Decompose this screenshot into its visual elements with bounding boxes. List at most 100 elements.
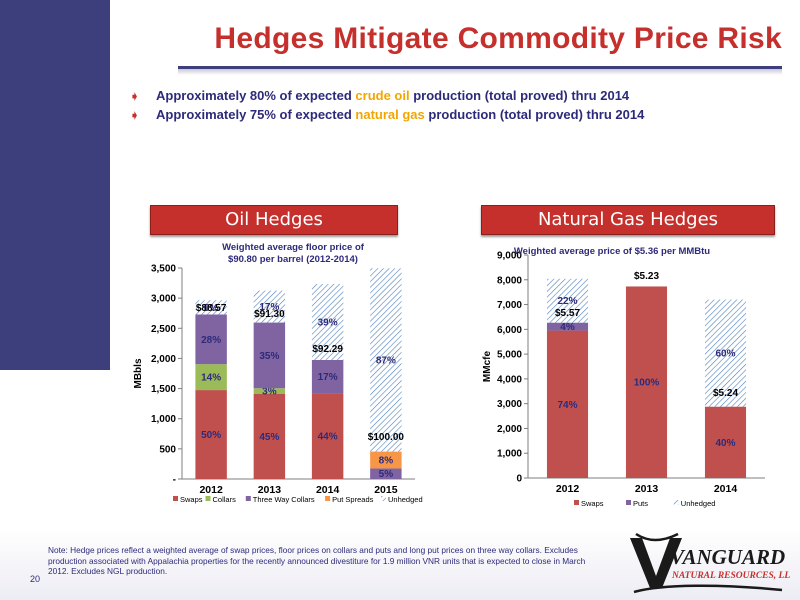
- bar-three-way-collars: [370, 468, 402, 479]
- bar-swaps: [625, 286, 668, 478]
- logo-name: VANGUARD: [670, 545, 785, 569]
- bar-swaps: [311, 393, 344, 479]
- title-shadow: [178, 69, 782, 75]
- bullet-highlight: natural gas: [355, 107, 425, 122]
- bar-data-label: 60%: [715, 349, 735, 360]
- y-tick-label: 9,000: [497, 251, 522, 262]
- price-label: $5.24: [713, 388, 738, 399]
- bar-data-label: 22%: [557, 296, 577, 307]
- x-tick-label: 2014: [714, 483, 738, 495]
- page-number: 20: [30, 574, 41, 584]
- y-tick-label: 6,000: [497, 325, 522, 336]
- bar-data-label: 50%: [201, 430, 221, 441]
- price-label: $88.57: [196, 303, 227, 314]
- bar-data-label: 5%: [379, 469, 394, 480]
- legend-entry: Swaps: [180, 495, 203, 504]
- bullet-text: Approximately 75% of expected: [156, 107, 356, 122]
- vanguard-logo: VANGUARD NATURAL RESOURCES, LLC: [630, 532, 790, 594]
- bar-swaps: [195, 390, 227, 479]
- chart-subtitle: Weighted average floor price of: [222, 242, 365, 253]
- legend-swatch: [245, 496, 251, 501]
- bar-unhedged: [704, 299, 747, 407]
- legend-swatch: [574, 500, 579, 505]
- footnote: Note: Hedge prices reflect a weighted av…: [48, 545, 586, 576]
- bullet-highlight: crude oil: [355, 88, 410, 103]
- legend-swatch: [173, 496, 178, 501]
- chart-subtitle: Weighted average price of $5.36 per MMBt…: [514, 246, 710, 257]
- chart-subtitle: $90.80 per barrel (2012-2014): [228, 254, 358, 265]
- bar-swaps: [704, 406, 747, 478]
- bar-unhedged: [311, 283, 344, 360]
- y-tick-label: 4,000: [497, 374, 522, 385]
- bullet-text: Approximately 80% of expected: [156, 88, 356, 103]
- y-tick-label: 5,000: [497, 350, 522, 361]
- gas-hedges-chart: 0 1,000 2,000 3,000 4,000 5,000 6,000 7,000 8,00…: [482, 246, 765, 508]
- bullet-text: production (total proved) thru 2014: [409, 88, 630, 103]
- y-axis-label: MBbls: [133, 358, 144, 388]
- bar-data-label: 100%: [634, 378, 660, 389]
- y-axis-label: MMcfe: [482, 351, 493, 383]
- y-tick-label: 0: [516, 474, 522, 485]
- bar-data-label: 8%: [379, 456, 394, 467]
- bar-unhedged: [546, 278, 589, 323]
- bar-put-spreads: [370, 451, 402, 469]
- bar-three-way-collars: [311, 359, 344, 394]
- bar-unhedged: [195, 300, 227, 315]
- x-tick-label: 2015: [374, 484, 398, 496]
- price-label: $91.30: [254, 309, 285, 320]
- bar-data-label: 40%: [715, 438, 735, 449]
- bar-data-label: 45%: [259, 432, 279, 443]
- bar-puts: [546, 322, 589, 331]
- left-accent-bar: [0, 0, 110, 370]
- page-title: Hedges Mitigate Commodity Price Risk: [214, 22, 782, 55]
- x-tick-label: 2012: [199, 484, 223, 496]
- gas-hedges-heading: Natural Gas Hedges: [481, 205, 775, 235]
- price-label: $100.00: [368, 432, 405, 443]
- y-tick-label: 1,000: [151, 414, 176, 425]
- title-area: [110, 0, 800, 75]
- y-tick-label: 1,500: [151, 384, 176, 395]
- bar-data-label: 17%: [259, 302, 279, 313]
- y-tick-label: 500: [159, 444, 176, 455]
- x-tick-label: 2013: [258, 484, 282, 496]
- bar-data-label: 74%: [557, 400, 577, 411]
- bar-data-label: 17%: [318, 372, 338, 383]
- bar-data-label: 8%: [204, 303, 219, 314]
- legend-swatch: [673, 500, 679, 505]
- bar-data-label: 35%: [259, 351, 279, 362]
- bar-collars: [253, 388, 286, 394]
- x-tick-label: 2012: [556, 483, 580, 495]
- bar-data-label: 4%: [560, 322, 575, 333]
- price-label: $92.29: [312, 344, 343, 355]
- bar-data-label: 28%: [201, 335, 221, 346]
- price-label: $5.57: [555, 308, 580, 319]
- y-tick-label: 2,500: [151, 324, 176, 335]
- bar-data-label: 87%: [376, 355, 396, 366]
- bar-data-label: 39%: [318, 317, 338, 328]
- bar-swaps: [253, 393, 286, 479]
- legend-entry: Unhedged: [388, 495, 423, 504]
- bar-three-way-collars: [253, 322, 286, 389]
- legend-entry: Swaps: [581, 499, 604, 508]
- oil-hedges-chart: - 500 1,000 1,500 2,000 2,500 3,000 3,500 MBbls W…: [133, 242, 423, 504]
- y-tick-label: 2,000: [497, 424, 522, 435]
- y-tick-label: -: [173, 475, 176, 486]
- bar-data-label: 14%: [201, 373, 221, 384]
- legend-swatch: [626, 500, 631, 505]
- bar-data-label: 3%: [262, 387, 277, 398]
- bar-unhedged: [370, 268, 402, 452]
- title-underline: [178, 66, 782, 69]
- price-label: $5.23: [634, 271, 659, 282]
- bar-swaps: [546, 330, 589, 478]
- y-tick-label: 7,000: [497, 300, 522, 311]
- logo-sub: NATURAL RESOURCES, LLC: [671, 571, 790, 581]
- y-tick-label: 8,000: [497, 275, 522, 286]
- legend-swatch: [325, 496, 331, 501]
- legend-entry: Unhedged: [681, 499, 716, 508]
- bar-collars: [195, 364, 227, 391]
- bullet-text: production (total proved) thru 2014: [424, 107, 645, 122]
- x-tick-label: 2014: [316, 484, 340, 496]
- legend-swatch: [381, 496, 386, 501]
- legend-swatch: [205, 496, 211, 501]
- legend-entry: Put Spreads: [332, 495, 374, 504]
